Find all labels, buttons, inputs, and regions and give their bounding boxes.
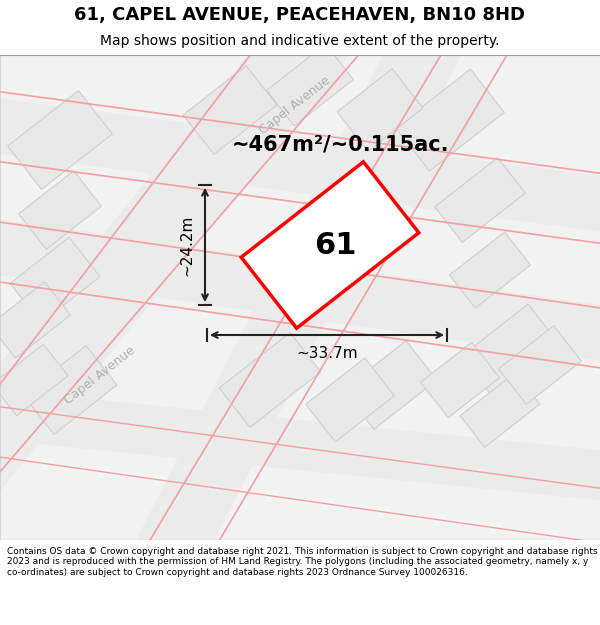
Polygon shape xyxy=(449,232,530,308)
Polygon shape xyxy=(461,304,559,396)
Polygon shape xyxy=(305,358,394,442)
Polygon shape xyxy=(183,66,277,154)
Polygon shape xyxy=(395,69,505,171)
Polygon shape xyxy=(0,92,600,238)
Polygon shape xyxy=(499,326,581,404)
Polygon shape xyxy=(0,385,600,505)
Text: ~33.7m: ~33.7m xyxy=(296,346,358,361)
Polygon shape xyxy=(0,344,68,416)
Polygon shape xyxy=(19,171,101,249)
Polygon shape xyxy=(241,162,419,328)
Polygon shape xyxy=(219,332,321,428)
Polygon shape xyxy=(434,158,526,242)
Text: ~467m²/~0.115ac.: ~467m²/~0.115ac. xyxy=(231,135,449,155)
Polygon shape xyxy=(337,69,423,151)
Polygon shape xyxy=(119,0,481,606)
Polygon shape xyxy=(0,282,71,358)
Text: Map shows position and indicative extent of the property.: Map shows position and indicative extent… xyxy=(100,34,500,48)
Polygon shape xyxy=(266,44,353,126)
Polygon shape xyxy=(23,346,117,434)
Polygon shape xyxy=(421,342,499,418)
Text: Contains OS data © Crown copyright and database right 2021. This information is : Contains OS data © Crown copyright and d… xyxy=(7,547,598,577)
Polygon shape xyxy=(0,0,381,515)
Text: Capel Avenue: Capel Avenue xyxy=(257,73,333,137)
Polygon shape xyxy=(8,91,112,189)
Polygon shape xyxy=(343,341,437,429)
Polygon shape xyxy=(10,238,100,322)
Text: ~24.2m: ~24.2m xyxy=(179,214,194,276)
Polygon shape xyxy=(460,372,540,448)
Polygon shape xyxy=(0,213,600,368)
Text: 61, CAPEL AVENUE, PEACEHAVEN, BN10 8HD: 61, CAPEL AVENUE, PEACEHAVEN, BN10 8HD xyxy=(74,6,526,24)
Text: 61: 61 xyxy=(314,231,356,259)
Text: Capel Avenue: Capel Avenue xyxy=(62,343,138,407)
